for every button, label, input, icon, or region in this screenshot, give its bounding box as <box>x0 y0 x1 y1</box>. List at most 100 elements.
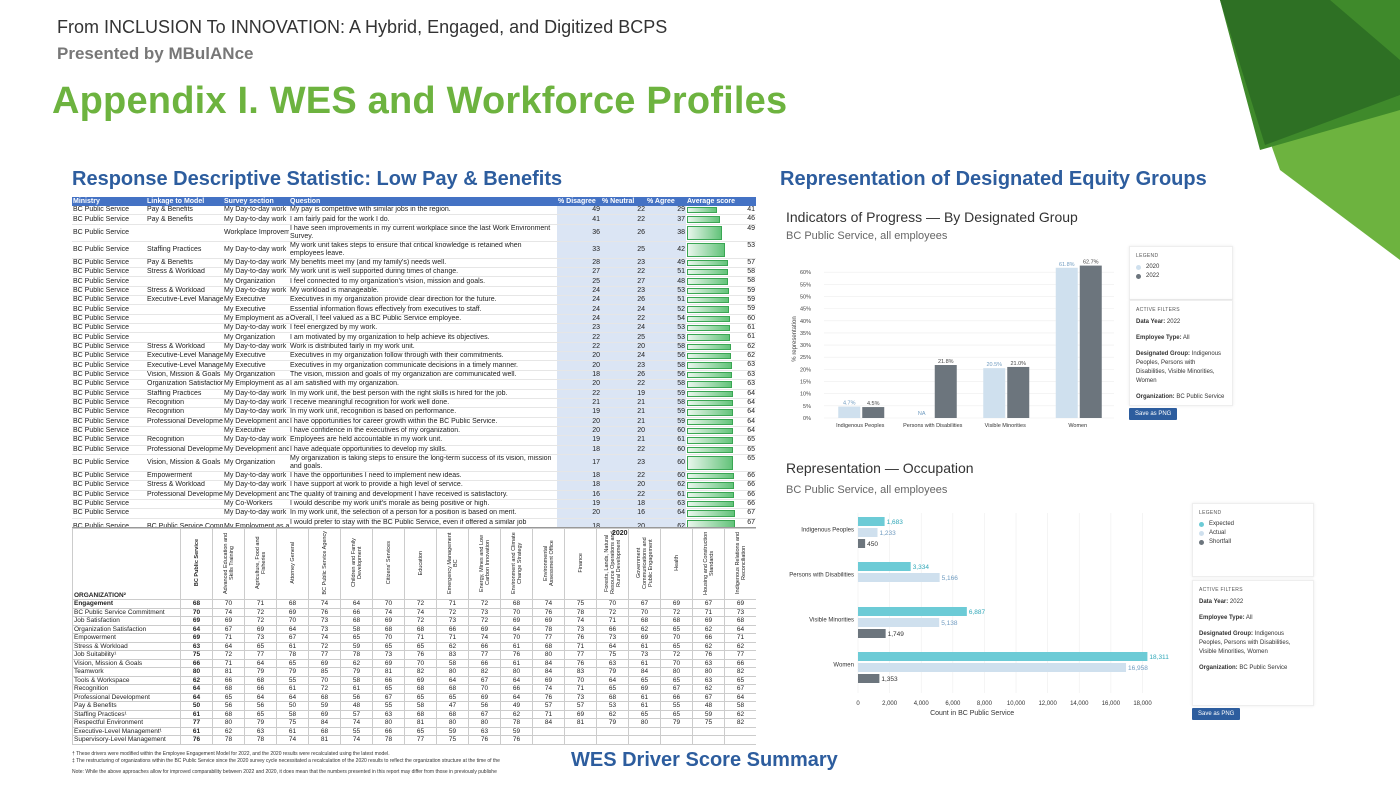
question-cell: My work unit is well supported during ti… <box>289 267 557 278</box>
driver-score: 69 <box>372 616 405 626</box>
bar[interactable] <box>858 539 866 548</box>
footnote: Note: While the above approaches allow f… <box>72 769 497 775</box>
save-png-button[interactable]: Save as PNG <box>1129 408 1178 420</box>
agree-cell: 64 <box>646 508 686 519</box>
average-score-value: 64 <box>747 389 755 397</box>
save-png-button[interactable]: Save as PNG <box>1192 708 1241 720</box>
driver-score: 77 <box>468 650 501 660</box>
legend-item[interactable]: Actual <box>1199 530 1307 536</box>
bar[interactable] <box>838 406 861 418</box>
driver-row: Respectful Environment 77 80 79 75 84 74 80 81 80… <box>72 718 756 728</box>
driver-score: 67 <box>372 692 405 702</box>
bar[interactable] <box>858 618 940 627</box>
average-score-bar <box>687 510 735 517</box>
question-cell: I have confidence in the executives of m… <box>289 426 557 437</box>
organization-header: BC Public Service <box>180 528 213 600</box>
driver-score: 69 <box>564 709 597 719</box>
linkage-cell: Recognition <box>146 398 223 409</box>
agree-cell: 56 <box>646 370 686 381</box>
ministry-cell: BC Public Service <box>72 407 146 418</box>
driver-score: 82 <box>724 667 756 677</box>
driver-score: 62 <box>340 658 373 668</box>
average-score-cell: 65 <box>686 435 756 446</box>
data-label: 21.8% <box>938 359 954 365</box>
driver-score: 82 <box>724 718 756 728</box>
driver-score: 69 <box>628 633 661 643</box>
driver-score: 66 <box>468 641 501 651</box>
driver-row: Job Satisfaction 69 69 72 70 73 68 69 72 73 72 69 69… <box>72 616 756 626</box>
bar[interactable] <box>1079 265 1102 418</box>
bar[interactable] <box>858 528 878 537</box>
driver-score: 77 <box>724 650 756 660</box>
driver-score <box>628 726 661 736</box>
question-cell: The vision, mission and goals of my orga… <box>289 370 557 381</box>
driver-score: 65 <box>660 675 693 685</box>
legend-item[interactable]: 2022 <box>1136 273 1226 279</box>
driver-score: 69 <box>628 684 661 694</box>
legend-item[interactable]: Shortfall <box>1199 539 1307 545</box>
bar[interactable] <box>858 663 1127 672</box>
disagree-cell: 20 <box>557 360 601 371</box>
neutral-cell: 25 <box>601 241 646 259</box>
bar[interactable] <box>858 562 911 571</box>
organization-header: Attorney General <box>276 528 309 600</box>
driver-score: 67 <box>660 684 693 694</box>
driver-score: 74 <box>532 684 565 694</box>
disagree-cell: 19 <box>557 435 601 446</box>
driver-score: 61 <box>628 658 661 668</box>
driver-score: 65 <box>372 684 405 694</box>
disagree-cell: 20 <box>557 379 601 390</box>
question-cell: My pay is competitive with similar jobs … <box>289 206 557 216</box>
average-score-value: 64 <box>747 417 755 425</box>
table-row: BC Public Service Recognition My Day-to-da… <box>72 435 756 446</box>
driver-row: Professional Development 64 65 64 64 68 56 67 65… <box>72 692 756 702</box>
bar[interactable] <box>862 407 885 418</box>
average-score-value: 58 <box>747 277 755 285</box>
driver-score: 80 <box>436 667 469 677</box>
table-row: BC Public Service Organization Satisfacti… <box>72 379 756 390</box>
ministry-cell: BC Public Service <box>72 314 146 325</box>
column-header: Ministry <box>72 197 146 206</box>
driver-row: Teamwork 80 81 79 79 85 79 81 82 80 82 80 84 83 79 84 80… <box>72 667 756 677</box>
legend-item[interactable]: 2020 <box>1136 264 1226 270</box>
linkage-cell <box>146 426 223 437</box>
driver-label: Job Suitability¹ <box>72 650 181 660</box>
disagree-cell: 27 <box>557 267 601 278</box>
ministry-cell: BC Public Service <box>72 508 146 519</box>
ministry-cell: BC Public Service <box>72 241 146 259</box>
average-score-value: 59 <box>747 286 755 294</box>
driver-score: 72 <box>468 599 501 609</box>
driver-score: 77 <box>308 650 341 660</box>
filter-value: BC Public Service <box>1176 394 1225 400</box>
driver-score: 61 <box>180 709 213 719</box>
occupation-chart: 0 2,000 4,000 6,000 8,000 10,000 12,000 14,000 1… <box>789 513 1169 717</box>
linkage-cell: Professional Developme <box>146 445 223 455</box>
footnote: ‡ The restructuring of organizations wit… <box>72 758 500 764</box>
driver-score: 80 <box>372 718 405 728</box>
driver-score: 68 <box>308 726 341 736</box>
bar[interactable] <box>858 573 940 582</box>
filter-key: Employee Type: <box>1136 335 1182 341</box>
ministry-cell: BC Public Service <box>72 471 146 482</box>
organization-header: Forests, Lands, Natural Resource Operati… <box>596 528 629 600</box>
survey-section-cell: My Organization <box>223 276 289 287</box>
driver-score: 76 <box>532 607 565 617</box>
bar[interactable] <box>1055 267 1078 418</box>
progress-chart: 0% 5% 10% 15% 20% 25% 30% 35% 40% 45% 50% 55% 60% % r… <box>792 260 1114 429</box>
bar[interactable] <box>858 674 880 683</box>
bar[interactable] <box>858 652 1148 661</box>
bar[interactable] <box>858 629 886 638</box>
bar[interactable] <box>858 517 885 526</box>
ministry-cell: BC Public Service <box>72 445 146 455</box>
driver-score: 64 <box>340 599 373 609</box>
ministry-cell: BC Public Service <box>72 295 146 306</box>
ministry-cell: BC Public Service <box>72 398 146 409</box>
bar[interactable] <box>1007 366 1030 418</box>
filter-key: Designated Group: <box>1199 631 1254 637</box>
driver-score: 66 <box>660 692 693 702</box>
bar[interactable] <box>983 368 1006 418</box>
driver-score: 62 <box>436 641 469 651</box>
legend-item[interactable]: Expected <box>1199 521 1307 527</box>
bar[interactable] <box>858 607 967 616</box>
bar[interactable] <box>934 365 957 418</box>
